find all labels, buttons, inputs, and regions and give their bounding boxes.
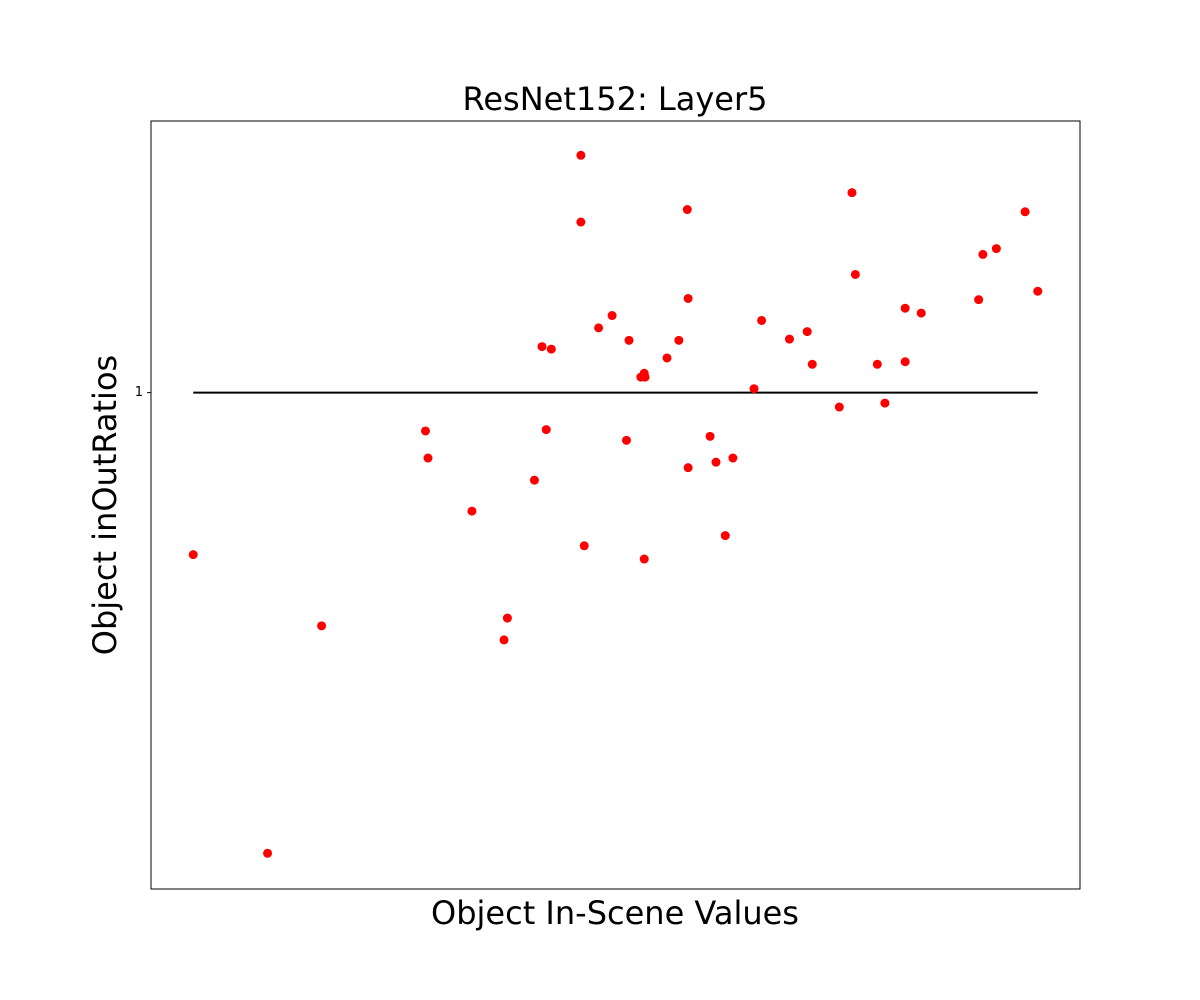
point	[784, 334, 794, 344]
point	[502, 613, 512, 623]
point	[802, 327, 812, 337]
point	[674, 335, 684, 345]
point	[639, 554, 649, 564]
point	[807, 359, 817, 369]
point	[978, 249, 988, 259]
point	[705, 431, 715, 441]
point	[594, 323, 604, 333]
point	[847, 188, 857, 198]
point	[872, 359, 882, 369]
point	[1020, 207, 1030, 217]
point	[529, 475, 539, 485]
point	[467, 506, 477, 516]
point	[499, 635, 509, 645]
point	[640, 372, 650, 382]
point	[576, 150, 586, 160]
point	[728, 453, 738, 463]
point	[683, 293, 693, 303]
x-axis-label: Object In-Scene Values	[431, 894, 799, 932]
point	[607, 311, 617, 321]
point	[546, 344, 556, 354]
y-axis-label: Object inOutRatios	[86, 355, 124, 655]
point	[720, 531, 730, 541]
point	[900, 357, 910, 367]
point	[263, 848, 273, 858]
chart-title: ResNet152: Layer5	[463, 80, 768, 118]
point	[662, 353, 672, 363]
point	[991, 244, 1001, 254]
point	[621, 435, 631, 445]
point	[541, 425, 551, 435]
point	[537, 342, 547, 352]
point	[624, 335, 634, 345]
point	[576, 217, 586, 227]
point	[757, 315, 767, 325]
point	[683, 463, 693, 473]
point	[850, 269, 860, 279]
point	[188, 550, 198, 560]
point	[1033, 286, 1043, 296]
point	[317, 621, 327, 631]
plot-frame	[150, 120, 1081, 890]
point	[420, 426, 430, 436]
point	[974, 295, 984, 305]
point	[682, 205, 692, 215]
point	[579, 541, 589, 551]
point	[900, 303, 910, 313]
point	[711, 457, 721, 467]
point	[423, 453, 433, 463]
y-tick-label: 1	[135, 385, 143, 400]
point	[749, 384, 759, 394]
point	[834, 402, 844, 412]
point	[880, 398, 890, 408]
point	[916, 308, 926, 318]
